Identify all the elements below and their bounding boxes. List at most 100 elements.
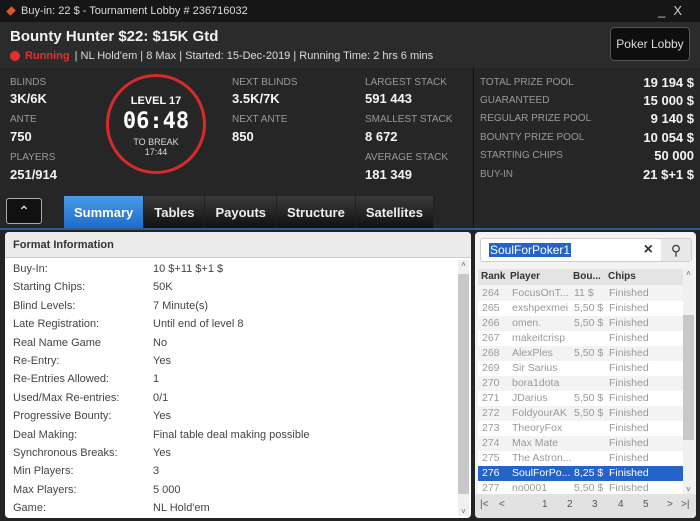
prize-label: TOTAL PRIZE POOL — [480, 76, 574, 88]
cell-rank: 271 — [482, 392, 500, 404]
player-row[interactable]: 267 makeitcrisp Finished — [478, 331, 683, 346]
cell-rank: 267 — [482, 332, 500, 344]
prize-label: BOUNTY PRIZE POOL — [480, 131, 585, 143]
poker-lobby-button[interactable]: Poker Lobby — [610, 27, 690, 61]
cell-player-name: SoulForPo... — [512, 467, 571, 479]
ante-label: ANTE — [10, 114, 37, 125]
cell-chips: Finished — [609, 482, 649, 494]
cell-chips: Finished — [609, 317, 649, 329]
format-label: Deal Making: — [13, 428, 78, 441]
page-4[interactable]: 4 — [618, 499, 624, 510]
level-timer: 06:48 — [122, 109, 190, 134]
player-row[interactable]: 270 bora1dota Finished — [478, 376, 683, 391]
collapse-button[interactable]: ⌃ — [6, 198, 42, 224]
cell-chips: Finished — [609, 407, 649, 419]
format-label: Game: — [13, 502, 47, 515]
tab-satellites[interactable]: Satellites — [355, 196, 434, 228]
scroll-down-icon[interactable]: ˅ — [686, 485, 691, 494]
player-row[interactable]: 266 omen. 5,50 $ Finished — [478, 316, 683, 331]
player-row[interactable]: 273 TheoryFox Finished — [478, 421, 683, 436]
pagination: |< < 1 2 3 4 5 > >| — [475, 494, 696, 518]
cell-rank: 274 — [482, 437, 500, 449]
cell-player-name: TheoryFox — [512, 422, 563, 434]
cell-chips: Finished — [609, 452, 649, 464]
tab-bar: Summary Tables Payouts Structure Satelli… — [64, 196, 434, 228]
tab-payouts[interactable]: Payouts — [205, 196, 278, 228]
status-badge: Running — [25, 50, 70, 62]
format-label: Real Name Game — [13, 336, 102, 349]
scroll-up-icon[interactable]: ˄ — [686, 269, 691, 278]
next-ante-label: NEXT ANTE — [232, 114, 288, 125]
page-1[interactable]: 1 — [542, 499, 548, 510]
next-ante-value: 850 — [232, 129, 254, 144]
player-row[interactable]: 268 AlexPles 5,50 $ Finished — [478, 346, 683, 361]
cell-player-name: bora1dota — [512, 377, 560, 389]
player-row[interactable]: 276 SoulForPo... 8,25 $ Finished — [478, 466, 683, 481]
scroll-thumb[interactable] — [458, 274, 469, 494]
prize-value: 19 194 $ — [643, 74, 694, 90]
format-value: 50K — [153, 281, 173, 294]
cell-player-name: FocusOnT... — [512, 287, 569, 299]
scroll-up-icon[interactable]: ˄ — [461, 260, 466, 269]
prize-label: GUARANTEED — [480, 94, 550, 106]
page-3[interactable]: 3 — [592, 499, 598, 510]
page-2[interactable]: 2 — [567, 499, 573, 510]
format-row: Buy-In: 10 $+11 $+1 $ — [13, 260, 223, 278]
level-clock: LEVEL 17 06:48 TO BREAK 17:44 — [106, 74, 206, 174]
search-icon[interactable]: ⚲ — [661, 239, 691, 261]
scroll-thumb[interactable] — [683, 315, 694, 440]
player-search-input[interactable]: SoulForPoker1 × ⚲ — [480, 238, 692, 262]
first-page-icon[interactable]: |< — [480, 499, 489, 510]
player-row[interactable]: 272 FoldyourAK 5,50 $ Finished — [478, 406, 683, 421]
cell-bounty: 5,50 $ — [574, 482, 604, 494]
cell-rank: 275 — [482, 452, 500, 464]
cell-rank: 269 — [482, 362, 500, 374]
tab-summary[interactable]: Summary — [64, 196, 145, 228]
player-row[interactable]: 264 FocusOnT... 11 $ Finished — [478, 286, 683, 301]
format-scrollbar[interactable]: ˄ ˅ — [458, 260, 469, 516]
cell-player-name: omen. — [512, 317, 542, 329]
prev-page-icon[interactable]: < — [499, 499, 505, 510]
format-label: Buy-In: — [13, 263, 48, 275]
format-value: Yes — [153, 447, 171, 459]
format-row: Re-Entries Allowed: 1 — [13, 370, 159, 388]
column-player[interactable]: Player — [510, 271, 541, 282]
column-rank[interactable]: Rank — [481, 271, 506, 282]
scroll-down-icon[interactable]: ˅ — [461, 507, 466, 516]
cell-player-name: no0001 — [512, 482, 548, 494]
search-value[interactable]: SoulForPoker1 — [489, 243, 572, 257]
largest-stack-label: LARGEST STACK — [365, 77, 447, 88]
player-list-scrollbar[interactable]: ˄ ˅ — [683, 269, 694, 494]
cell-rank: 273 — [482, 422, 500, 434]
cell-rank: 270 — [482, 377, 500, 389]
tab-structure[interactable]: Structure — [277, 196, 356, 228]
tab-tables[interactable]: Tables — [144, 196, 206, 228]
player-row[interactable]: 277 no0001 5,50 $ Finished — [478, 481, 683, 496]
format-row: Max Players: 5 000 — [13, 481, 181, 499]
clear-search-icon[interactable]: × — [643, 241, 653, 258]
column-chips[interactable]: Chips — [608, 271, 636, 282]
cell-bounty: 11 $ — [574, 287, 594, 299]
page-5[interactable]: 5 — [643, 499, 649, 510]
last-page-icon[interactable]: >| — [681, 499, 690, 510]
player-row[interactable]: 275 The Astron... Finished — [478, 451, 683, 466]
column-bounty[interactable]: Bou... — [573, 271, 601, 282]
player-row[interactable]: 274 Max Mate Finished — [478, 436, 683, 451]
next-page-icon[interactable]: > — [667, 499, 673, 510]
double-chevron-up-icon: ⌃ — [18, 202, 30, 219]
player-list-panel: SoulForPoker1 × ⚲ Rank Player Bou... Chi… — [475, 232, 696, 518]
cell-player-name: AlexPles — [512, 347, 553, 359]
format-value: Final table deal making possible — [153, 428, 310, 441]
player-row[interactable]: 265 exshpexmei 5,50 $ Finished — [478, 301, 683, 316]
player-row[interactable]: 269 Sir Sarius Finished — [478, 361, 683, 376]
cell-chips: Finished — [609, 347, 649, 359]
cell-rank: 268 — [482, 347, 500, 359]
prize-row: GUARANTEED 15 000 $ — [480, 91, 694, 109]
format-value: 10 $+11 $+1 $ — [153, 263, 224, 275]
format-label: Synchronous Breaks: — [13, 447, 118, 459]
status-dot-icon — [10, 51, 20, 61]
player-row[interactable]: 271 JDarius 5,50 $ Finished — [478, 391, 683, 406]
close-button[interactable]: X — [673, 3, 690, 18]
minimize-button[interactable]: _ — [658, 3, 674, 18]
blinds-value: 3K/6K — [10, 91, 47, 106]
